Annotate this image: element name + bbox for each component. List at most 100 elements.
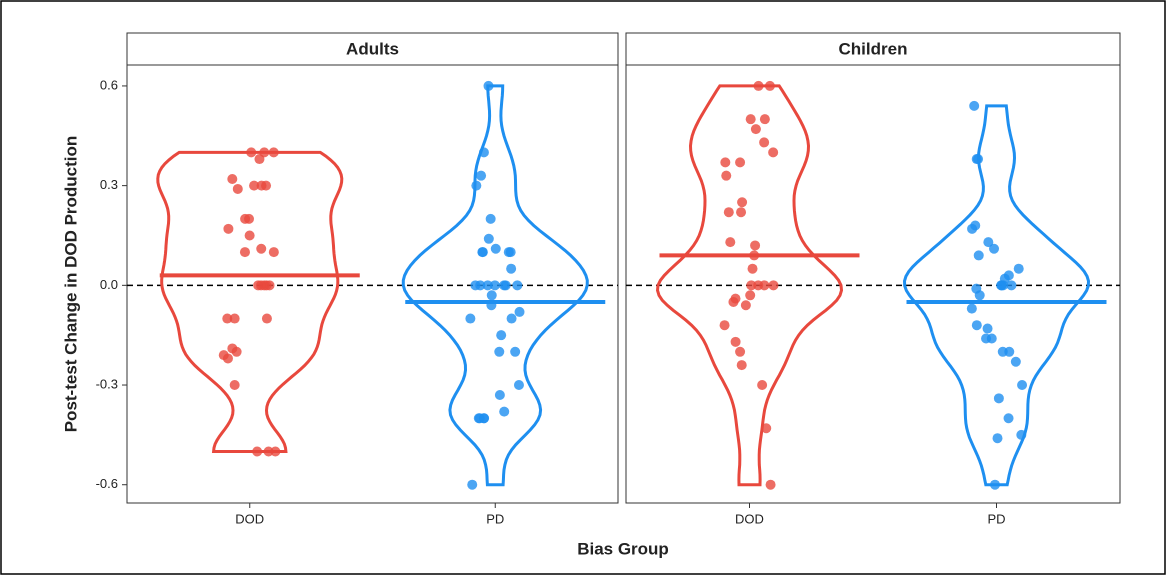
data-point (465, 313, 476, 324)
data-point (478, 147, 489, 158)
data-point (982, 323, 993, 334)
data-point (736, 207, 747, 218)
data-point (467, 479, 478, 490)
x-tick-label: PD (486, 511, 504, 526)
data-point (494, 346, 505, 357)
data-point (256, 243, 267, 254)
data-point (485, 213, 496, 224)
data-point (765, 479, 776, 490)
data-point (222, 353, 233, 364)
data-point (223, 223, 234, 234)
data-point (745, 290, 756, 301)
data-point (750, 124, 761, 135)
data-point (764, 80, 775, 91)
data-point (983, 237, 994, 248)
data-point (506, 313, 517, 324)
data-point (489, 280, 500, 291)
data-point (746, 280, 757, 291)
data-point (992, 433, 1003, 444)
data-point (1010, 356, 1021, 367)
data-point (759, 137, 770, 148)
data-point (496, 330, 507, 341)
data-point (240, 213, 251, 224)
violin (156, 150, 344, 453)
data-point (254, 154, 265, 165)
data-point (966, 303, 977, 314)
data-point (759, 114, 770, 125)
violin (902, 104, 1091, 487)
data-point (723, 207, 734, 218)
data-point (479, 413, 490, 424)
data-point (1013, 263, 1024, 274)
data-point (261, 313, 272, 324)
data-point (229, 313, 240, 324)
x-tick-label: PD (987, 511, 1005, 526)
x-tick-label: DOD (235, 511, 264, 526)
data-point (745, 114, 756, 125)
data-point (737, 197, 748, 208)
y-axis-label: Post-test Change in DOD Production (61, 136, 80, 433)
data-point (750, 240, 761, 251)
y-tick-label: 0.3 (100, 177, 118, 192)
panel-frame (126, 64, 619, 504)
data-point (1006, 280, 1017, 291)
data-point (720, 157, 731, 168)
data-point (768, 280, 779, 291)
data-point (728, 296, 739, 307)
data-point (989, 243, 1000, 254)
data-point (229, 380, 240, 391)
data-point (730, 336, 741, 347)
data-point (736, 360, 747, 371)
data-point (476, 170, 487, 181)
data-point (499, 406, 510, 417)
panel-title: Adults (346, 39, 399, 58)
data-point (483, 80, 494, 91)
data-point (747, 263, 758, 274)
x-tick-label: DOD (735, 511, 764, 526)
data-point (1016, 429, 1027, 440)
data-point (246, 147, 257, 158)
data-point (268, 247, 279, 258)
y-tick-label: 0.0 (100, 277, 118, 292)
data-point (227, 173, 238, 184)
violin (655, 84, 844, 487)
data-point (721, 170, 732, 181)
data-point (494, 389, 505, 400)
data-point (486, 290, 497, 301)
data-point (512, 280, 523, 291)
data-point (490, 243, 501, 254)
data-point (261, 180, 272, 191)
panel-title: Children (839, 39, 908, 58)
data-point (989, 479, 1000, 490)
data-point (735, 157, 746, 168)
data-point (259, 280, 270, 291)
data-point (1003, 413, 1014, 424)
data-point (510, 346, 521, 357)
data-point (719, 320, 730, 331)
data-point (505, 247, 516, 258)
data-point (263, 446, 274, 457)
data-point (974, 290, 985, 301)
data-point (231, 346, 242, 357)
data-point (971, 320, 982, 331)
data-point (477, 247, 488, 258)
y-tick-label: 0.6 (100, 77, 118, 92)
data-point (761, 423, 772, 434)
data-point (993, 393, 1004, 404)
y-tick-label: -0.6 (96, 476, 118, 491)
panel-frame (625, 64, 1121, 504)
data-point (996, 280, 1007, 291)
data-point (232, 183, 243, 194)
data-point (499, 280, 510, 291)
data-point (514, 306, 525, 317)
data-point (249, 180, 260, 191)
data-point (753, 280, 764, 291)
data-point (470, 280, 481, 291)
data-point (768, 147, 779, 158)
data-point (222, 313, 233, 324)
data-point (471, 180, 482, 191)
data-point (969, 100, 980, 111)
data-point (757, 380, 768, 391)
data-point (981, 333, 992, 344)
